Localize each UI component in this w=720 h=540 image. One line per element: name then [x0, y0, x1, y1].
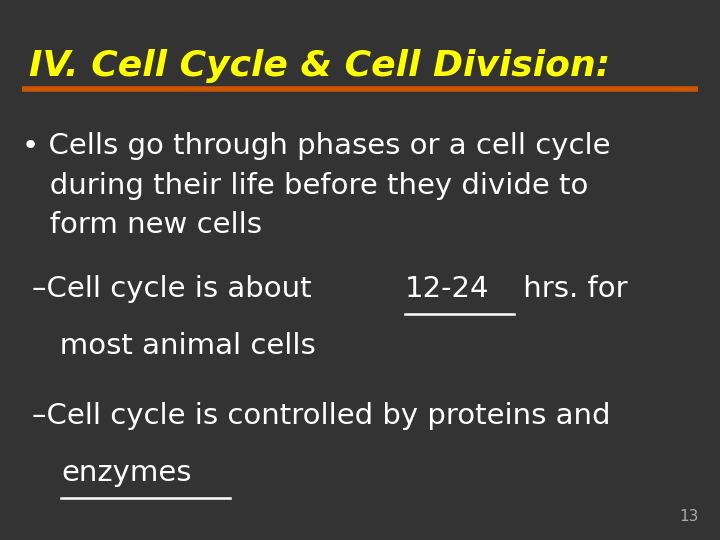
Text: 13: 13	[679, 509, 698, 524]
Text: –Cell cycle is controlled by proteins and: –Cell cycle is controlled by proteins an…	[32, 402, 611, 430]
Text: enzymes: enzymes	[61, 459, 192, 487]
Text: hrs. for: hrs. for	[514, 275, 628, 303]
Text: form new cells: form new cells	[22, 211, 261, 239]
Text: most animal cells: most animal cells	[32, 332, 316, 360]
Text: 12-24: 12-24	[405, 275, 490, 303]
Text: during their life before they divide to: during their life before they divide to	[22, 172, 588, 200]
Text: IV. Cell Cycle & Cell Division:: IV. Cell Cycle & Cell Division:	[29, 49, 610, 83]
Text: • Cells go through phases or a cell cycle: • Cells go through phases or a cell cycl…	[22, 132, 610, 160]
Text: –Cell cycle is about: –Cell cycle is about	[32, 275, 321, 303]
